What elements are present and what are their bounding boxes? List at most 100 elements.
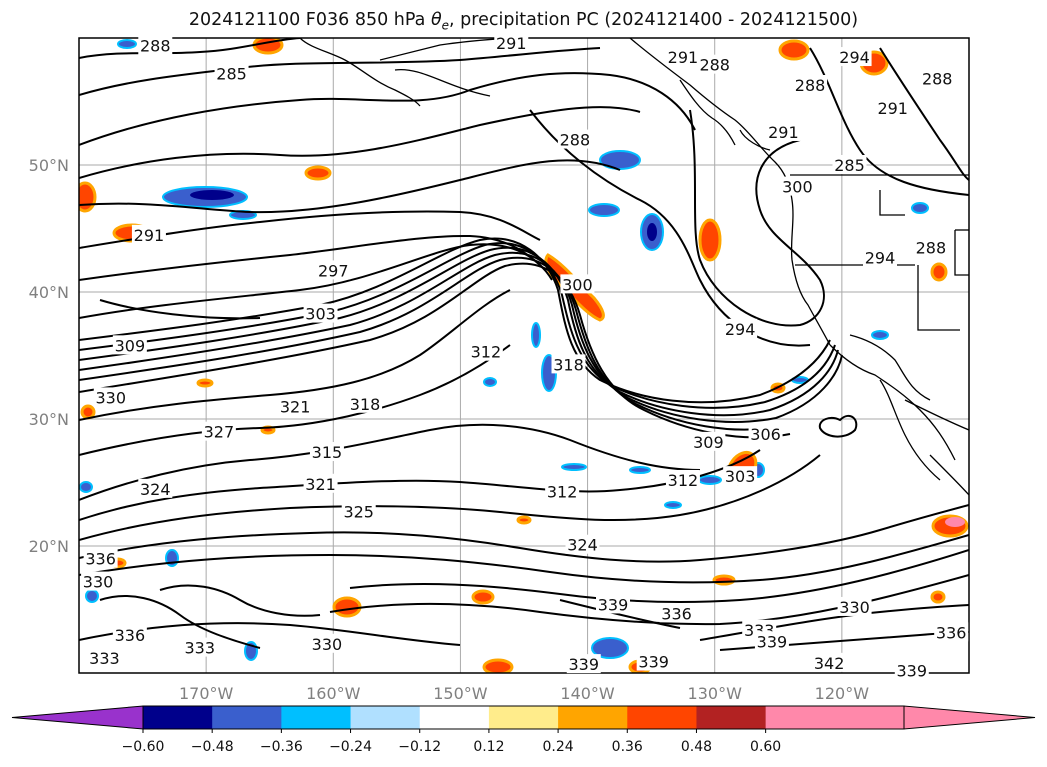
svg-text:330: 330 — [312, 635, 343, 654]
colorbar-segment-2 — [281, 706, 352, 729]
contour-label-47: 300 — [780, 176, 815, 197]
contour-label-14: 321 — [303, 473, 338, 494]
svg-text:294: 294 — [725, 320, 756, 339]
colorbar — [11, 705, 1036, 730]
svg-text:312: 312 — [471, 343, 502, 362]
svg-text:294: 294 — [839, 48, 870, 67]
lat-label-0: 50°N — [29, 156, 69, 175]
lon-label-3: 140°W — [560, 684, 615, 703]
svg-text:325: 325 — [343, 503, 374, 522]
contour-label-1: 285 — [214, 63, 249, 84]
svg-text:309: 309 — [115, 336, 146, 355]
colorbar-under-arrow — [11, 705, 144, 730]
svg-text:318: 318 — [350, 395, 381, 414]
colorbar-segment-9 — [765, 706, 836, 729]
lon-label-1: 160°W — [306, 684, 361, 703]
svg-text:300: 300 — [562, 275, 593, 294]
colorbar-segment-6 — [558, 706, 628, 729]
contour-label-19: 339 — [596, 594, 630, 614]
contour-label-16: 325 — [341, 501, 376, 522]
precipitation-field — [79, 38, 969, 673]
figure-title: 2024121100 F036 850 hPa θe, precipitatio… — [0, 10, 1047, 33]
lon-label-4: 130°W — [688, 684, 743, 703]
svg-text:321: 321 — [305, 475, 336, 494]
colorbar-label-5: 0.12 — [473, 739, 504, 755]
svg-text:318: 318 — [553, 355, 584, 374]
svg-text:291: 291 — [496, 34, 527, 53]
title-suffix: , precipitation PC (2024121400 - 2024121… — [449, 10, 859, 30]
lon-label-5: 120°W — [815, 684, 870, 703]
colorbar-segment-7 — [627, 706, 697, 729]
contour-label-41: 318 — [551, 354, 586, 374]
svg-text:288: 288 — [140, 37, 171, 56]
contour-label-43: 288 — [697, 54, 732, 75]
svg-text:300: 300 — [782, 178, 813, 197]
svg-text:285: 285 — [834, 156, 865, 175]
colorbar-frame — [142, 705, 905, 730]
svg-text:291: 291 — [668, 48, 699, 67]
svg-text:291: 291 — [134, 226, 165, 245]
contour-label-22: 336 — [112, 624, 147, 645]
svg-text:288: 288 — [795, 76, 826, 95]
contour-label-18: 324 — [565, 534, 600, 555]
title-prefix: 2024121100 F036 850 hPa — [188, 10, 431, 30]
contour-label-4: 291 — [131, 224, 166, 245]
colorbar-label-1: −0.48 — [191, 739, 234, 755]
contour-label-17: 312 — [545, 481, 580, 501]
latitude-labels: 50°N 40°N 30°N 20°N — [29, 156, 69, 556]
colorbar-label-0: −0.60 — [122, 739, 165, 755]
contour-label-5: 297 — [316, 260, 351, 280]
contour-label-30: 339 — [754, 631, 789, 651]
lat-label-2: 30°N — [29, 410, 69, 429]
colorbar-label-7: 0.36 — [612, 739, 643, 755]
contour-label-44: 288 — [793, 74, 828, 95]
colorbar-segment-0 — [143, 706, 213, 729]
colorbar-segment-5 — [488, 706, 559, 729]
lat-label-1: 40°N — [29, 283, 69, 302]
svg-text:306: 306 — [750, 425, 781, 444]
lon-label-0: 170°W — [179, 684, 234, 703]
svg-text:339: 339 — [757, 632, 788, 651]
svg-text:336: 336 — [936, 623, 967, 642]
longitude-labels: 170°W 160°W 150°W 140°W 130°W 120°W — [179, 684, 869, 703]
svg-text:333: 333 — [185, 639, 216, 658]
contour-label-51: 288 — [920, 68, 955, 89]
svg-text:285: 285 — [216, 65, 247, 84]
contour-label-32: 330 — [837, 596, 872, 617]
contour-label-9: 318 — [348, 393, 383, 414]
colorbar-segment-1 — [212, 706, 282, 729]
contour-label-15: 324 — [138, 478, 173, 499]
svg-text:312: 312 — [547, 482, 578, 501]
contour-label-2: 291 — [494, 33, 529, 53]
contour-label-20: 336 — [659, 603, 694, 623]
colorbar-segment-3 — [350, 706, 421, 729]
contour-label-48: 294 — [837, 47, 872, 67]
contour-label-46: 285 — [832, 155, 867, 175]
contour-label-36: 306 — [748, 424, 783, 444]
contour-label-52: 288 — [913, 237, 948, 258]
svg-text:327: 327 — [204, 423, 235, 442]
svg-text:303: 303 — [305, 305, 336, 324]
contour-label-34: 339 — [894, 660, 929, 680]
contour-label-7: 309 — [112, 335, 147, 355]
colorbar-label-6: 0.24 — [543, 739, 574, 755]
svg-text:288: 288 — [560, 131, 591, 150]
svg-text:315: 315 — [312, 443, 343, 462]
svg-text:288: 288 — [916, 239, 947, 258]
contour-label-50: 294 — [863, 247, 897, 268]
svg-text:294: 294 — [865, 249, 896, 268]
contour-label-35: 309 — [691, 431, 726, 452]
contour-label-28: 339 — [636, 651, 671, 672]
svg-text:288: 288 — [699, 56, 730, 75]
colorbar-label-9: 0.60 — [750, 739, 781, 755]
contour-label-38: 303 — [723, 466, 758, 486]
svg-text:291: 291 — [768, 123, 799, 142]
contour-label-13: 315 — [309, 442, 344, 462]
svg-text:330: 330 — [839, 598, 870, 617]
contour-label-3: 288 — [557, 129, 592, 150]
svg-text:330: 330 — [96, 388, 127, 407]
svg-text:342: 342 — [814, 654, 845, 673]
colorbar-label-3: −0.24 — [329, 739, 372, 755]
